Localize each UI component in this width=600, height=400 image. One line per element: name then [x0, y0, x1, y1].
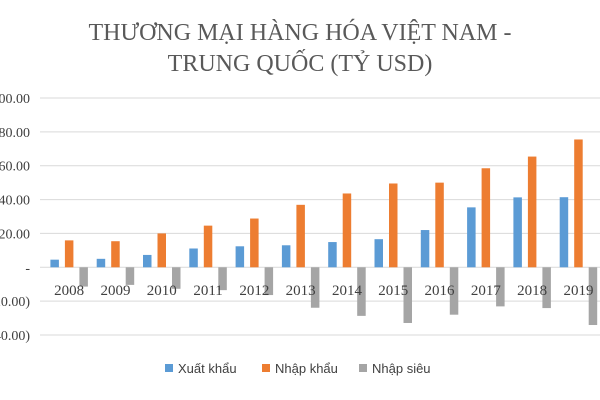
bar-xuất-khẩu-2017: [467, 207, 476, 268]
y-axis-tick-labels: 100.00 80.00 60.00 40.00 20.00 - (20.00) (40.00…: [0, 92, 30, 344]
x-category-label: 2012: [239, 283, 269, 299]
bar-nhập-khẩu-2012: [250, 218, 259, 268]
bar-nhập-siêu-2016: [449, 267, 459, 315]
bar-nhập-khẩu-2014: [342, 193, 352, 268]
x-category-label: 2009: [100, 283, 130, 299]
x-category-label: 2014: [332, 283, 363, 299]
legend-label: Nhập khẩu: [275, 361, 338, 376]
bar-xuất-khẩu-2009: [96, 258, 106, 268]
bar-xuất-khẩu-2019: [559, 197, 569, 268]
bar-xuất-khẩu-2013: [281, 245, 291, 268]
legend-swatch: [359, 364, 367, 372]
bar-nhập-siêu-2015: [403, 267, 412, 323]
bar-xuất-khẩu-2015: [374, 239, 383, 268]
bar-nhập-siêu-2010: [172, 267, 181, 289]
bar-nhập-siêu-2011: [218, 267, 227, 291]
bar-nhập-siêu-2012: [264, 267, 274, 296]
bar-nhập-khẩu-2015: [389, 183, 398, 268]
x-category-label: 2019: [563, 283, 593, 299]
chart-title-line-2: TRUNG QUỐC (TỶ USD): [168, 50, 433, 77]
bars: [50, 139, 598, 326]
x-category-label: 2018: [517, 283, 547, 299]
bar-nhập-khẩu-2011: [203, 225, 213, 268]
chart-title-line-1: THƯƠNG MẠI HÀNG HÓA VIỆT NAM -: [88, 19, 511, 46]
bar-xuất-khẩu-2012: [235, 246, 245, 268]
x-category-label: 2017: [471, 283, 502, 299]
bar-nhập-khẩu-2013: [296, 204, 305, 268]
bar-nhập-khẩu-2018: [527, 156, 537, 268]
bar-nhập-khẩu-2016: [435, 182, 444, 268]
bar-nhập-siêu-2019: [588, 267, 598, 326]
bar-nhập-siêu-2013: [310, 267, 320, 308]
y-tick-label: 40.00: [0, 194, 30, 209]
bar-nhập-siêu-2009: [125, 267, 135, 285]
bar-xuất-khẩu-2011: [189, 248, 198, 268]
bar-nhập-siêu-2018: [542, 267, 551, 309]
legend-label: Nhập siêu: [372, 361, 431, 376]
bar-xuất-khẩu-2018: [513, 197, 522, 268]
x-category-label: 2011: [193, 283, 222, 299]
y-tick-label: 80.00: [0, 126, 30, 141]
legend-swatch: [165, 364, 173, 372]
bar-nhập-siêu-2014: [357, 267, 366, 316]
y-tick-label: 100.00: [0, 92, 30, 107]
bar-nhập-khẩu-2010: [157, 233, 166, 268]
y-tick-label: (40.00): [0, 329, 30, 344]
legend: Xuất khẩu Nhập khẩu Nhập siêu: [165, 361, 431, 376]
bar-xuất-khẩu-2008: [50, 259, 59, 268]
bar-nhập-siêu-2017: [496, 267, 505, 307]
y-tick-label: 20.00: [0, 227, 30, 242]
x-category-label: 2008: [54, 283, 84, 299]
x-axis-category-labels: 2008 2009 2010 2011 2012 2013 2014 2015 2016 2017…: [54, 283, 593, 299]
y-tick-label: (20.00): [0, 295, 30, 310]
y-tick-label: -: [25, 261, 30, 276]
bar-nhập-khẩu-2009: [111, 241, 120, 268]
bar-xuất-khẩu-2016: [420, 230, 430, 268]
x-category-label: 2010: [147, 283, 177, 299]
legend-label: Xuất khẩu: [178, 361, 237, 376]
x-category-label: 2016: [425, 283, 456, 299]
x-category-label: 2015: [378, 283, 408, 299]
bar-nhập-siêu-2008: [79, 267, 88, 287]
bar-nhập-khẩu-2019: [574, 139, 583, 268]
bar-nhập-khẩu-2008: [64, 240, 74, 268]
bar-xuất-khẩu-2010: [143, 254, 152, 268]
x-category-label: 2013: [286, 283, 316, 299]
bar-xuất-khẩu-2014: [328, 242, 337, 268]
legend-swatch: [262, 364, 270, 372]
y-tick-label: 60.00: [0, 160, 30, 175]
bar-nhập-khẩu-2017: [481, 168, 491, 268]
